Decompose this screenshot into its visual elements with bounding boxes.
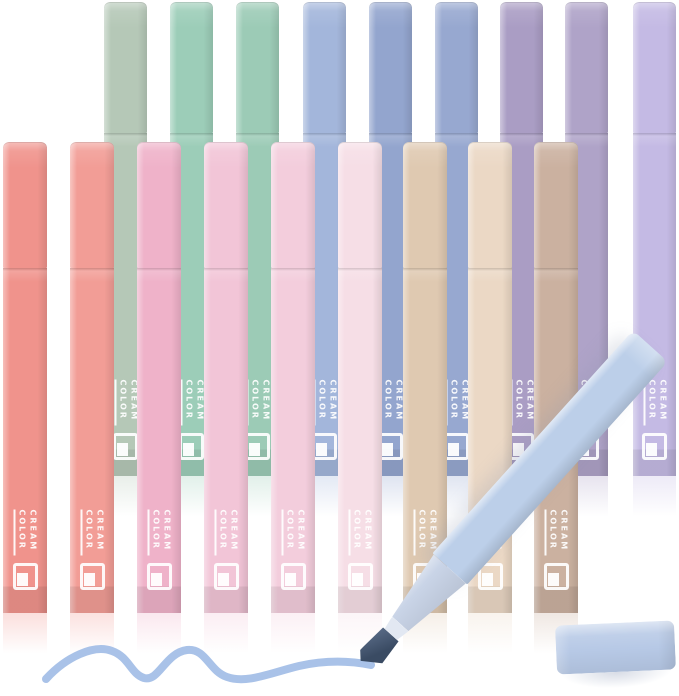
pen-cap-top (565, 2, 608, 133)
color-swatch-icon (213, 563, 239, 590)
color-swatch-icon (12, 563, 38, 590)
pen-body (70, 268, 114, 613)
color-swatch-icon (543, 563, 569, 590)
pen-cap-top (303, 2, 346, 133)
pen-body (338, 268, 382, 613)
color-swatch-icon (642, 433, 667, 460)
pen-cap-top (403, 142, 447, 268)
pen-body (633, 133, 676, 476)
pen-body (3, 268, 47, 613)
pen-cap-top (3, 142, 47, 268)
pen-front-tan: CREAM COLOR (403, 142, 447, 659)
pen-front-light-pink: CREAM COLOR (271, 142, 315, 659)
pen-front-blush-pink: CREAM COLOR (338, 142, 382, 659)
pen-cap (554, 620, 677, 675)
pen-cap-top (104, 2, 147, 133)
pen-cap-top (236, 2, 279, 133)
pen-cap-top (338, 142, 382, 268)
pen-body (137, 268, 181, 613)
pen-cap-top (70, 142, 114, 268)
color-swatch-icon (79, 563, 105, 590)
pen-back-lavender: CREAM COLOR (633, 2, 676, 522)
color-swatch-icon (280, 563, 306, 590)
pen-cap-top (369, 2, 412, 133)
ink-squiggle-path (42, 645, 375, 684)
pen-front-coral: CREAM COLOR (3, 142, 47, 659)
pen-front-rose-pink: CREAM COLOR (137, 142, 181, 659)
pen-cap-top (468, 142, 512, 268)
color-swatch-icon (477, 563, 503, 590)
pen-cap-top (633, 2, 676, 133)
pen-cap-top (534, 142, 578, 268)
color-swatch-icon (113, 433, 138, 460)
pen-body (204, 268, 248, 613)
color-swatch-icon (146, 563, 172, 590)
pen-cap-top (170, 2, 213, 133)
pen-cap-top (204, 142, 248, 268)
pen-cap-top (435, 2, 478, 133)
pen-cap-top (271, 142, 315, 268)
color-swatch-icon (347, 563, 373, 590)
pen-cap-top (137, 142, 181, 268)
pen-cap-top (500, 2, 543, 133)
pen-body (271, 268, 315, 613)
pen-front-pink: CREAM COLOR (204, 142, 248, 659)
pen-front-salmon-pink: CREAM COLOR (70, 142, 114, 659)
